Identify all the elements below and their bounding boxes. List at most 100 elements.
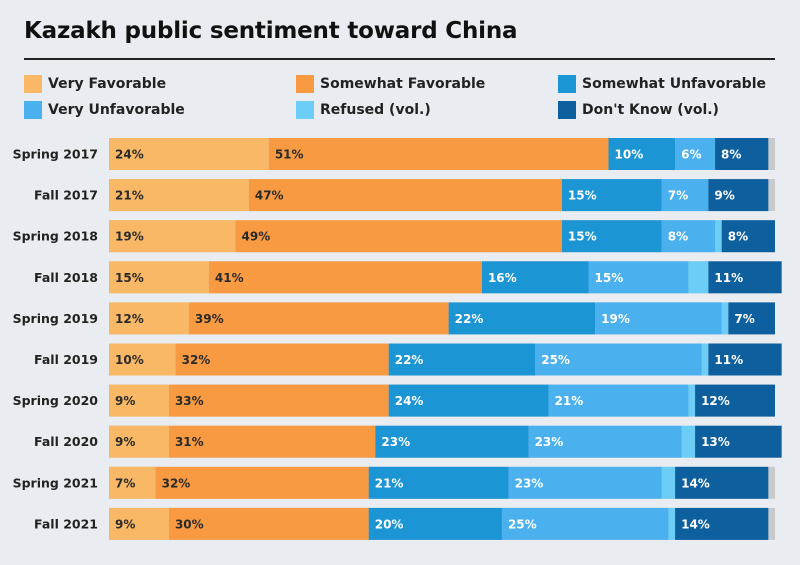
bar-segment-very-favorable [109, 261, 209, 294]
data-label: 19% [601, 312, 630, 326]
data-label: 24% [395, 394, 424, 408]
data-label: 9% [115, 394, 135, 408]
chart-title: Kazakh public sentiment toward China [24, 18, 518, 44]
data-label: 9% [115, 435, 135, 449]
bar-segment-very-favorable [109, 343, 176, 376]
legend-item-very-unfavorable: Very Unfavorable [24, 101, 185, 119]
bar-segment-somewhat-unfavorable [368, 507, 502, 540]
category-label: Spring 2017 [13, 147, 98, 162]
bar-segment-very-unfavorable [508, 466, 662, 499]
bar-segment-dont-know [721, 220, 775, 253]
legend-swatch [296, 101, 314, 119]
legend-swatch [296, 75, 314, 93]
legend-label: Don't Know (vol.) [582, 102, 719, 118]
category-label: Spring 2021 [13, 475, 98, 490]
legend-swatch [558, 75, 576, 93]
bar-segment-very-unfavorable [661, 220, 716, 253]
category-label: Spring 2020 [13, 393, 99, 408]
bar-segment-refused [688, 384, 696, 417]
data-label: 22% [395, 353, 424, 367]
bar-row: Fall 2019 10% 32% 22% 25% 11% [34, 343, 782, 376]
bar-segment-very-favorable [109, 466, 156, 499]
data-label: 33% [175, 394, 204, 408]
legend-swatch [558, 101, 576, 119]
data-label: 47% [255, 189, 284, 203]
bar-segment-dont-know [675, 466, 769, 499]
category-label: Spring 2019 [13, 311, 98, 326]
bar-row: Fall 2018 15% 41% 16% 15% 11% [34, 261, 782, 294]
data-label: 24% [115, 148, 144, 162]
data-label: 15% [595, 271, 624, 285]
category-label: Fall 2019 [34, 352, 98, 367]
bar-row: Spring 2021 7% 32% 21% 23% 14% [13, 466, 775, 499]
bar-segment-very-unfavorable [528, 425, 682, 458]
data-label: 11% [714, 271, 743, 285]
data-label: 14% [681, 517, 710, 531]
bar-segment-very-unfavorable [595, 302, 722, 335]
data-label: 31% [175, 435, 204, 449]
data-label: 9% [115, 517, 135, 531]
bar-segment-very-favorable [109, 507, 169, 540]
legend-item-somewhat-favorable: Somewhat Favorable [296, 75, 485, 93]
data-label: 14% [681, 476, 710, 490]
bar-row: Fall 2017 21% 47% 15% 7% 9% [34, 179, 775, 212]
bar-segment-refused [668, 507, 676, 540]
legend-swatch [24, 101, 42, 119]
bar-segment-somewhat-favorable [175, 343, 389, 376]
bar-segment-very-unfavorable [588, 261, 689, 294]
data-label: 15% [568, 230, 597, 244]
data-label: 21% [555, 394, 584, 408]
data-label: 19% [115, 230, 144, 244]
bar-row: Spring 2020 9% 33% 24% 21% 12% [13, 384, 775, 417]
legend-item-refused: Refused (vol.) [296, 101, 431, 119]
data-label: 25% [508, 517, 537, 531]
data-label: 11% [714, 353, 743, 367]
bar-segment-dont-know [695, 384, 775, 417]
legend-label: Refused (vol.) [320, 102, 431, 118]
bar-segment-somewhat-unfavorable [375, 425, 529, 458]
data-label: 41% [215, 271, 244, 285]
bar-segment-dont-know [715, 138, 769, 170]
title-divider [24, 58, 775, 60]
legend-label: Very Favorable [48, 76, 167, 92]
bar-segment-very-favorable [109, 425, 169, 458]
category-label: Fall 2020 [34, 434, 98, 449]
data-label: 13% [701, 435, 730, 449]
bar-segment-refused [721, 302, 729, 335]
bar-segment-somewhat-favorable [168, 507, 369, 540]
data-label: 8% [721, 148, 741, 162]
data-label: 21% [115, 189, 144, 203]
bar-segment-very-favorable [109, 220, 236, 253]
data-label: 22% [455, 312, 484, 326]
bar-segment-somewhat-unfavorable [561, 220, 662, 253]
bar-segment-very-favorable [109, 302, 189, 335]
bar-segment-somewhat-unfavorable [608, 138, 676, 170]
legend-item-somewhat-unfavorable: Somewhat Unfavorable [558, 75, 766, 93]
data-label: 16% [488, 271, 517, 285]
bar-segment-very-unfavorable [548, 384, 689, 417]
bar-segment-very-favorable [109, 179, 249, 212]
bar-row: Fall 2020 9% 31% 23% 23% 13% [34, 425, 782, 458]
data-label: 25% [541, 353, 570, 367]
bar-segment-refused [688, 261, 709, 294]
bar-segment-somewhat-unfavorable [388, 343, 536, 376]
bar-segment-very-favorable [109, 384, 169, 417]
data-label: 30% [175, 517, 204, 531]
data-label: 51% [275, 148, 304, 162]
legend-swatch [24, 75, 42, 93]
bar-segment-dont-know [695, 425, 782, 458]
data-label: 12% [701, 394, 730, 408]
bar-segment-very-unfavorable [661, 179, 709, 212]
bar-segment-dont-know [708, 179, 769, 212]
data-label: 15% [115, 271, 144, 285]
bar-segment-somewhat-favorable [188, 302, 449, 335]
bar-segment-somewhat-favorable [268, 138, 609, 170]
bar-row: Spring 2017 24% 51% 10% 6% 8% [13, 138, 775, 170]
bar-segment-somewhat-favorable [168, 384, 389, 417]
data-label: 8% [668, 230, 688, 244]
data-label: 12% [115, 312, 144, 326]
bar-segment-somewhat-unfavorable [368, 466, 509, 499]
bar-segment-dont-know [708, 261, 782, 294]
bar-segment-very-favorable [109, 138, 269, 170]
